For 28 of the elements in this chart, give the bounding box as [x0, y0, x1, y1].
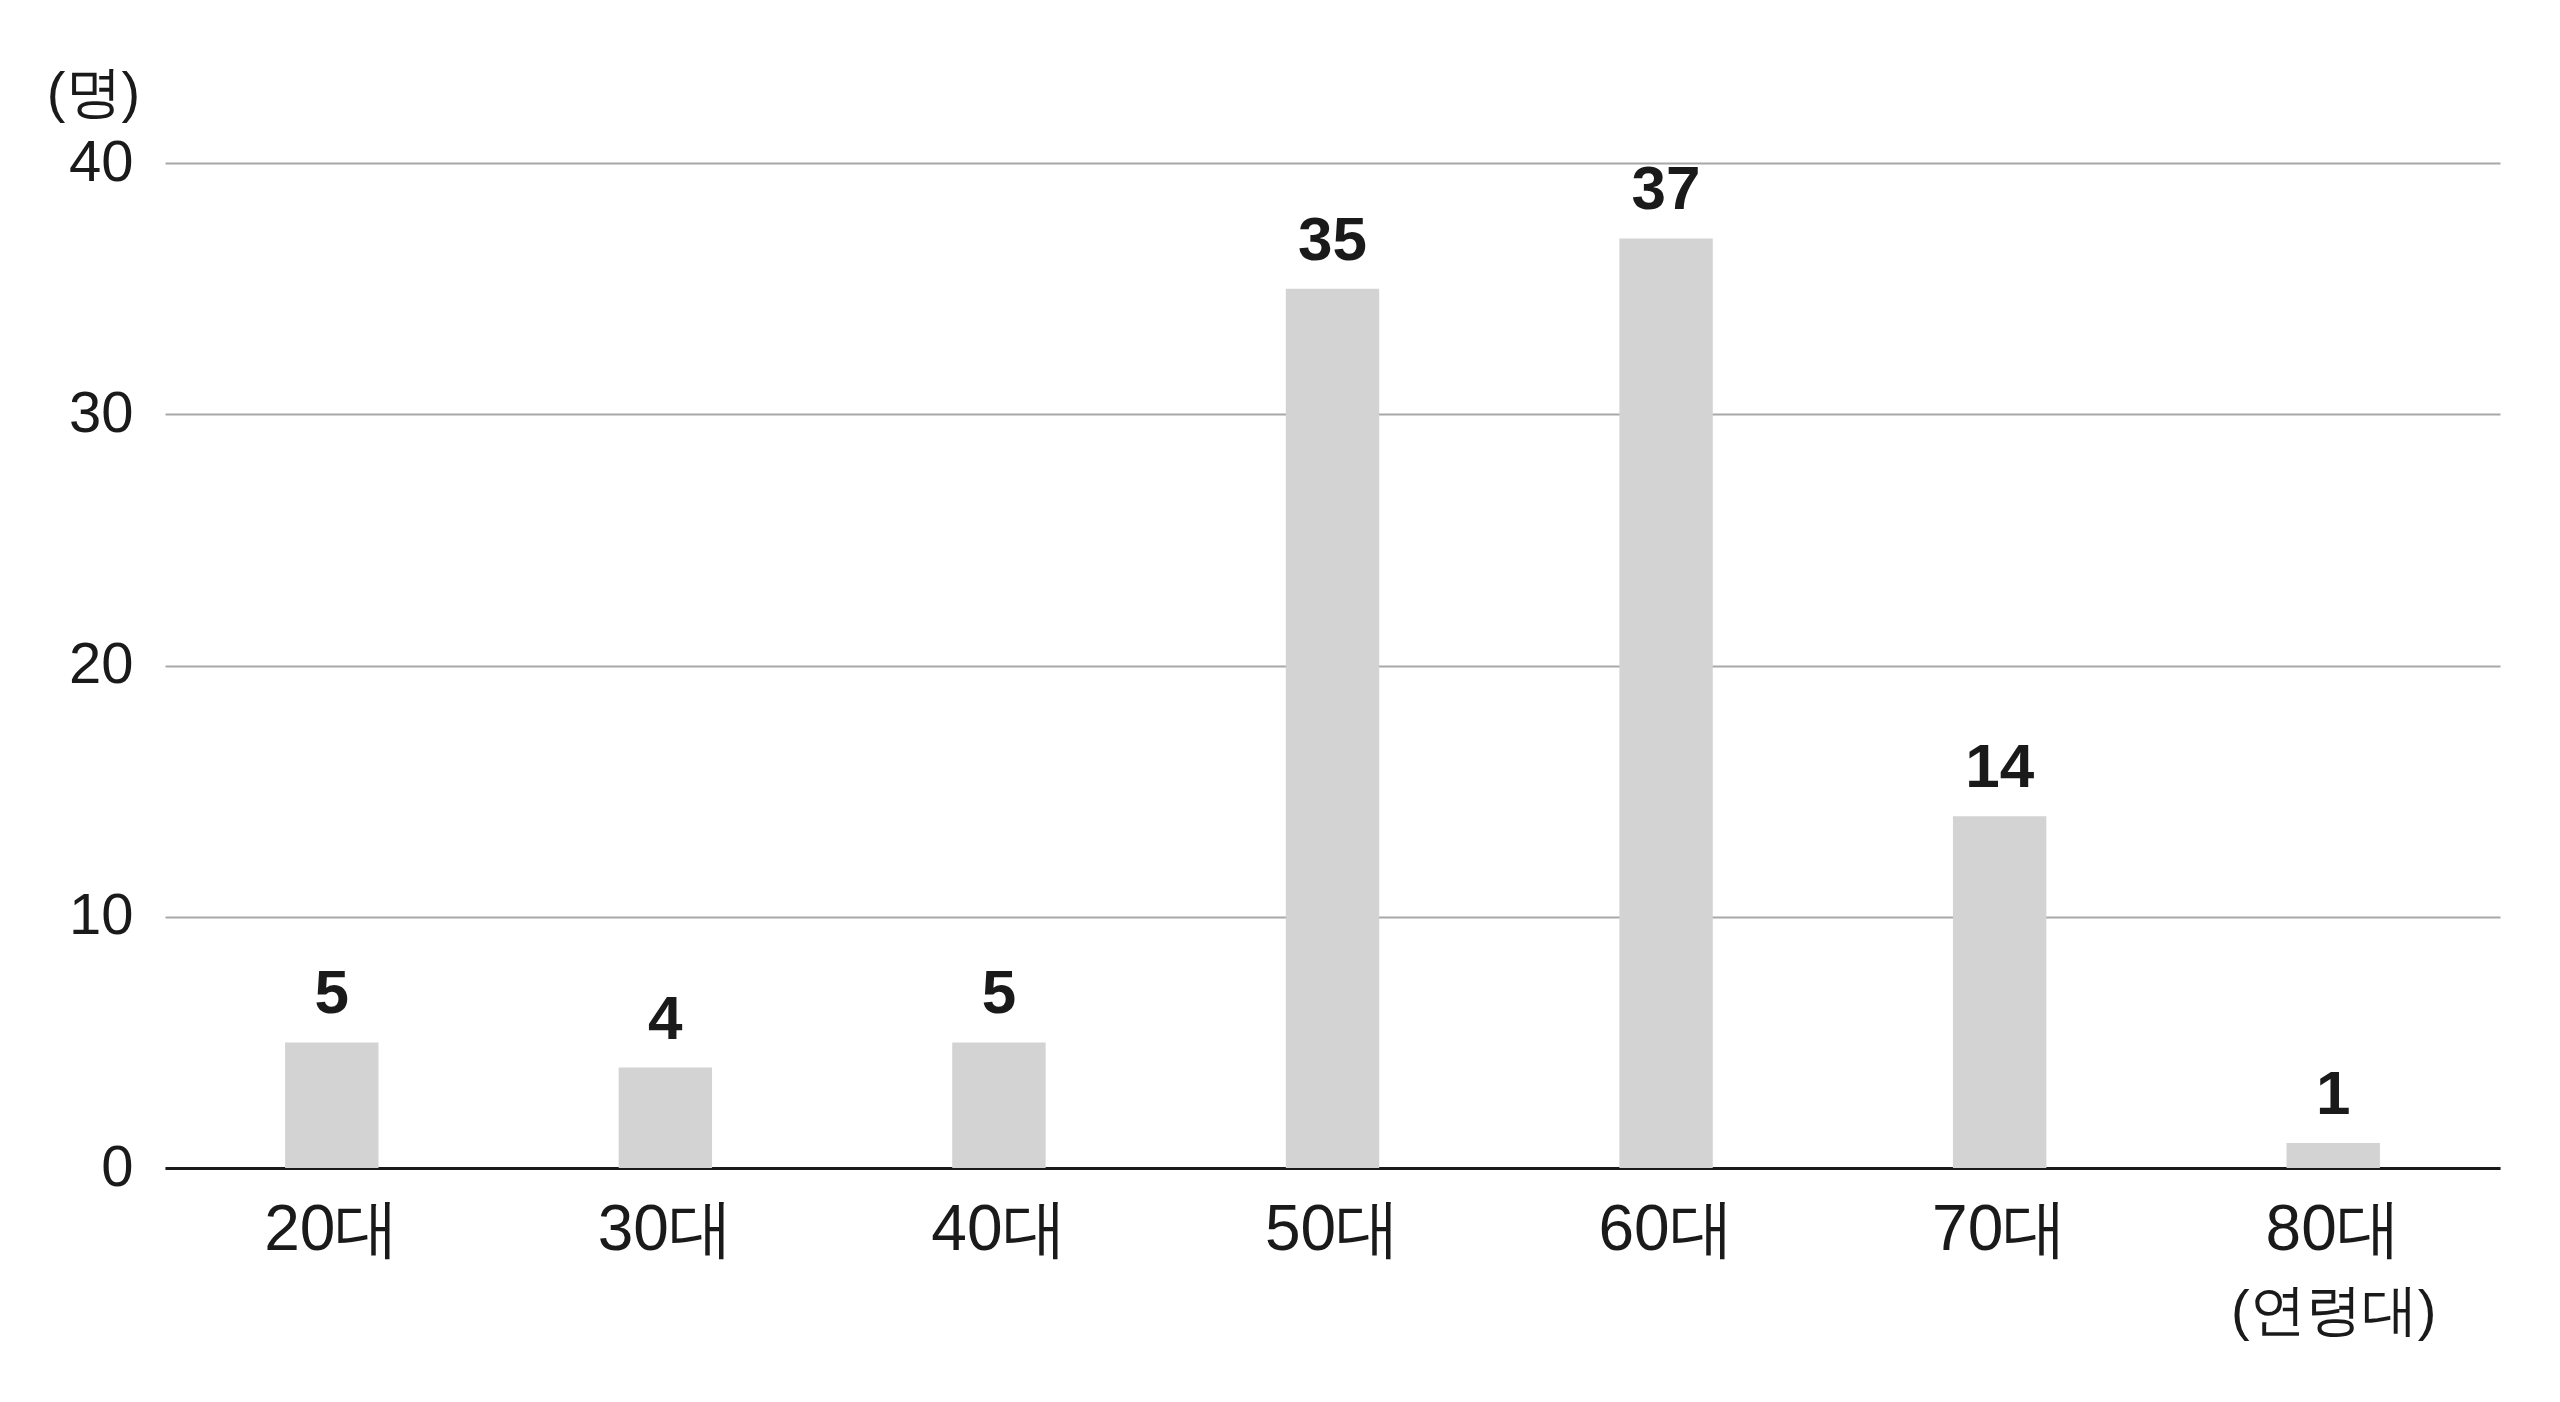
data-label: 5	[981, 957, 1017, 1027]
data-label: 5	[314, 957, 350, 1027]
bar	[618, 1067, 713, 1168]
bar	[2286, 1142, 2380, 1168]
y-tick-label: 30	[68, 378, 134, 444]
y-axis-title: (명)	[46, 59, 141, 123]
y-tick-label: 10	[68, 881, 134, 947]
bar	[1952, 816, 2047, 1168]
x-tick-label: 80대	[2265, 1191, 2401, 1264]
x-tick-label: 30대	[597, 1191, 733, 1264]
bar	[952, 1042, 1046, 1168]
x-tick-label: 20대	[264, 1191, 400, 1264]
data-label: 37	[1631, 153, 1701, 223]
x-tick-label: 60대	[1598, 1191, 1734, 1264]
y-tick-label: 0	[101, 1132, 134, 1198]
data-label: 4	[648, 982, 684, 1052]
bar	[1285, 288, 1380, 1168]
bar	[1619, 238, 1713, 1168]
data-label: 14	[1965, 731, 2035, 801]
data-label: 35	[1298, 203, 1367, 273]
bar	[285, 1042, 379, 1168]
x-axis-title: (연령대)	[2231, 1277, 2437, 1341]
x-tick-label: 40대	[931, 1191, 1067, 1264]
y-tick-label: 20	[68, 630, 134, 695]
x-tick-label: 70대	[1932, 1191, 2068, 1264]
data-label: 1	[2315, 1057, 2351, 1127]
y-tick-label: 40	[68, 127, 134, 193]
x-tick-label: 50대	[1264, 1191, 1401, 1264]
